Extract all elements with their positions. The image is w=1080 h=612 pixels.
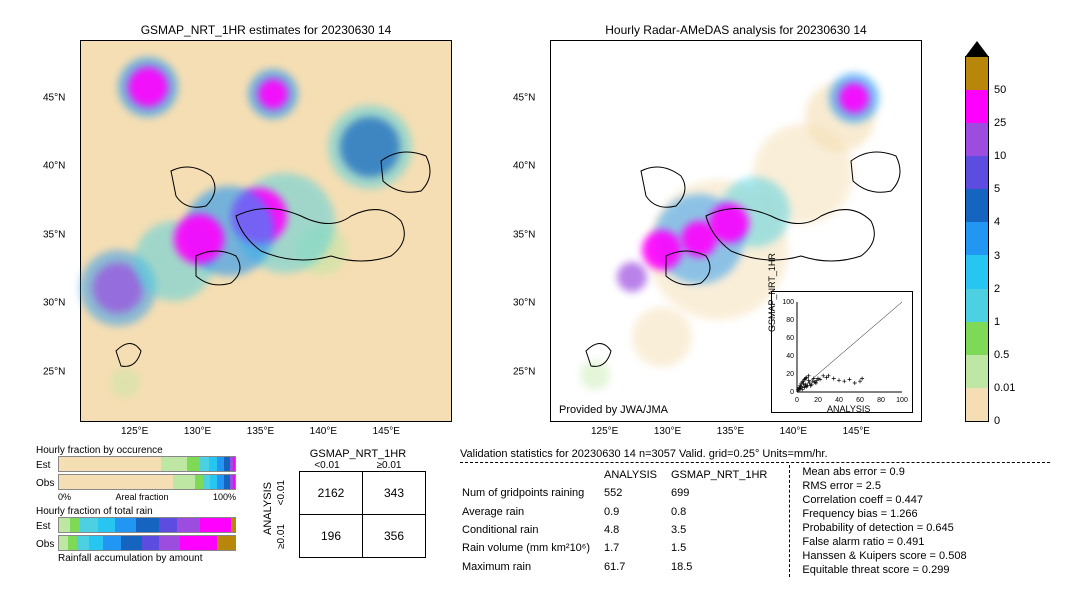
cont-row-header: ANALYSIS	[260, 460, 276, 558]
attribution: Provided by JWA/JMA	[559, 404, 668, 416]
svg-text:80: 80	[786, 317, 794, 324]
contingency-table: 2162343 196356	[299, 471, 426, 558]
validation-title: Validation statistics for 20230630 14 n=…	[460, 448, 1050, 460]
map-right-title: Hourly Radar-AMeDAS analysis for 2023063…	[551, 23, 921, 37]
map-left-title: GSMAP_NRT_1HR estimates for 20230630 14	[81, 23, 451, 37]
scatter-xlabel: ANALYSIS	[827, 404, 870, 414]
contingency-panel: GSMAP_NRT_1HR ANALYSIS <0.01 ≥0.01 <0.01…	[260, 448, 426, 558]
map-left: GSMAP_NRT_1HR estimates for 20230630 14 …	[80, 40, 452, 422]
occurrence-title: Hourly fraction by occurence	[36, 445, 236, 456]
row-label-est: Est	[36, 460, 58, 471]
stats-table-left: ANALYSISGSMAP_NRT_1HR Num of gridpoints …	[460, 465, 781, 577]
colorbar: 00.010.512345102550	[965, 56, 989, 422]
accumulation-title: Rainfall accumulation by amount	[58, 553, 236, 564]
svg-text:20: 20	[786, 371, 794, 378]
svg-text:100: 100	[782, 299, 794, 306]
svg-text:60: 60	[856, 397, 864, 404]
stats-right: Mean abs error = 0.9RMS error = 2.5Corre…	[789, 465, 966, 577]
cont-col-header: GSMAP_NRT_1HR	[290, 448, 426, 460]
areal-100: 100%	[213, 492, 236, 502]
svg-text:60: 60	[786, 335, 794, 342]
svg-text:80: 80	[877, 397, 885, 404]
areal-0: 0%	[58, 492, 71, 502]
svg-text:40: 40	[835, 397, 843, 404]
scatter-ylabel: GSMAP_NRT_1HR	[767, 253, 777, 332]
areal-center: Areal fraction	[71, 492, 213, 502]
row-label-obs: Obs	[36, 478, 58, 489]
validation-panel: Validation statistics for 20230630 14 n=…	[460, 448, 1050, 577]
coastline-left	[81, 41, 451, 421]
hourly-fraction-panel: Hourly fraction by occurence Est Obs 0% …	[36, 445, 236, 564]
svg-text:40: 40	[786, 353, 794, 360]
scatter-inset: 020406080100 020406080100 ANALYSIS GSMAP…	[771, 291, 913, 413]
map-right: Hourly Radar-AMeDAS analysis for 2023063…	[550, 40, 922, 422]
svg-text:0: 0	[790, 389, 794, 396]
total-rain-title: Hourly fraction of total rain	[36, 506, 236, 517]
svg-text:100: 100	[896, 397, 908, 404]
svg-text:0: 0	[795, 397, 799, 404]
svg-text:20: 20	[814, 397, 822, 404]
colorbar-arrow-icon	[965, 41, 989, 57]
